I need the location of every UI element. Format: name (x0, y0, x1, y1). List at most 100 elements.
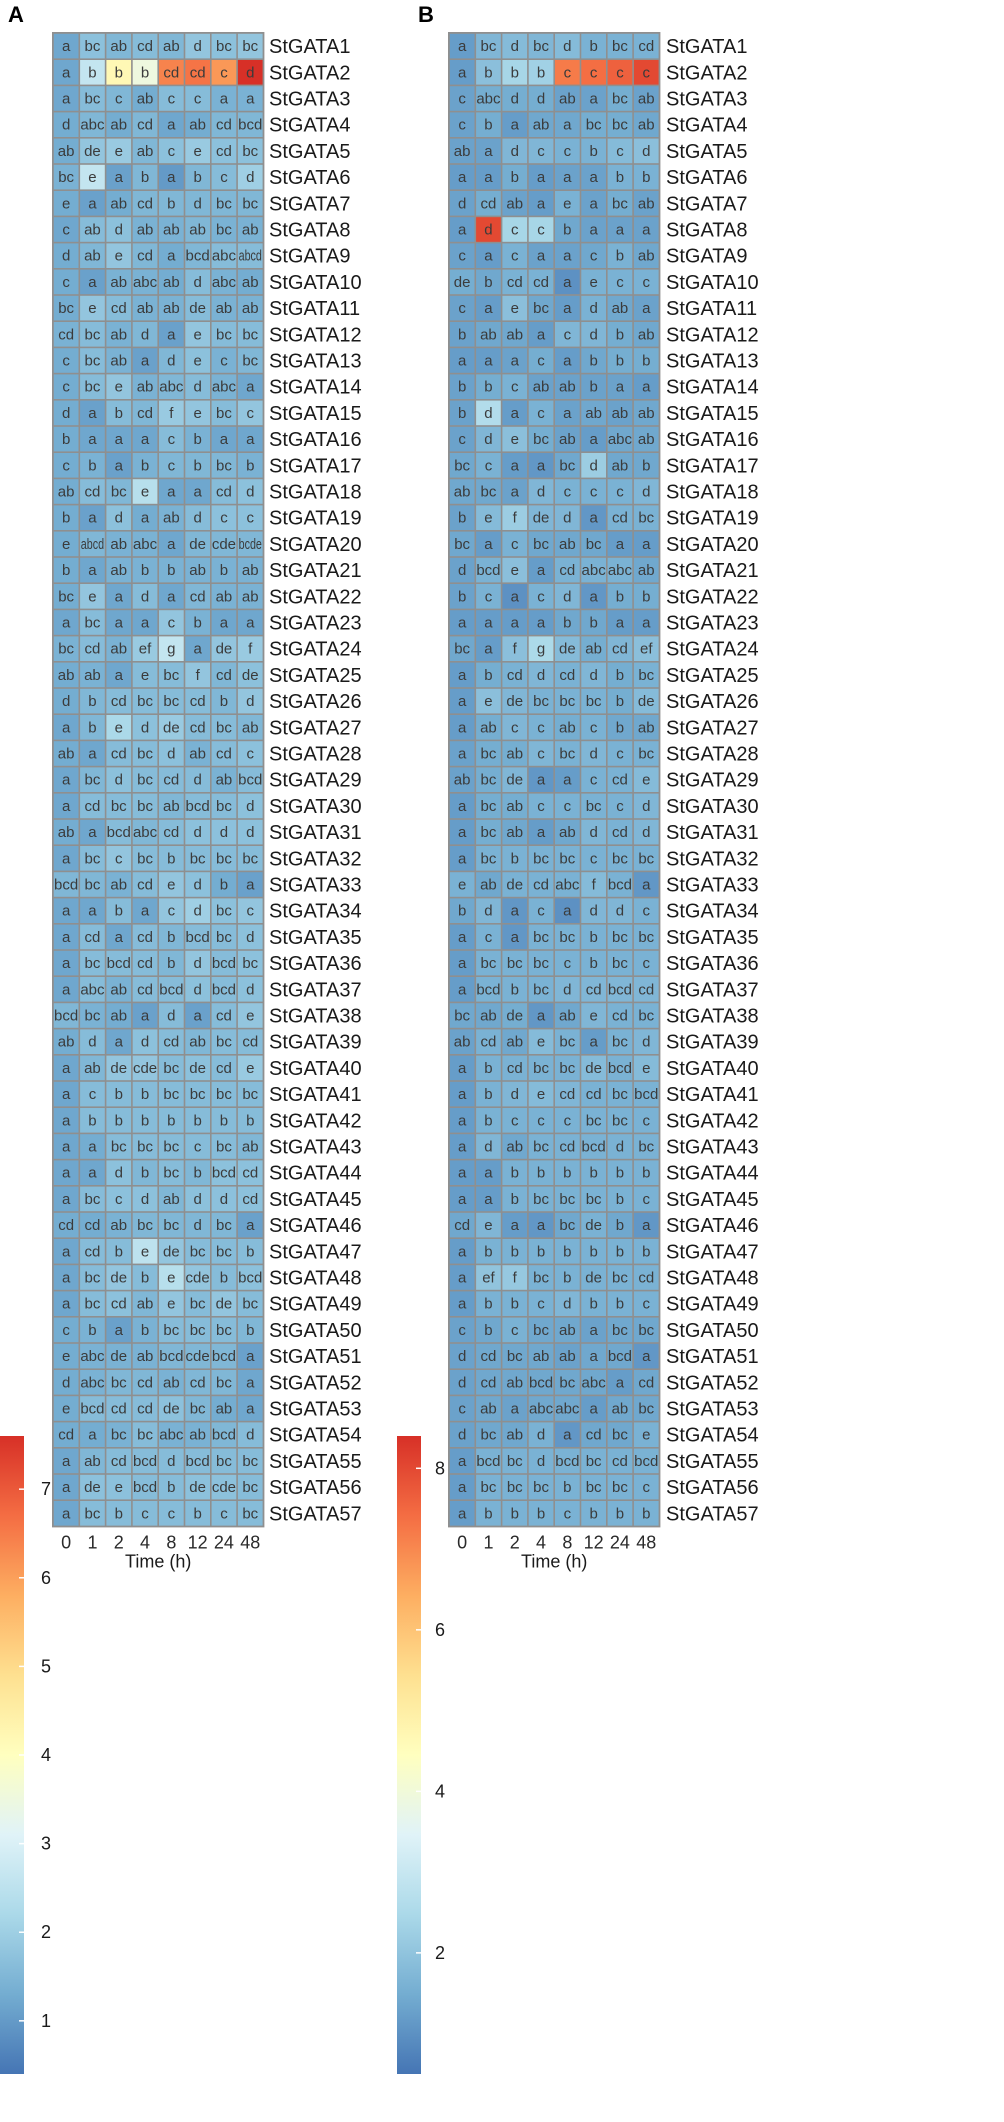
cell-significance-label: de (110, 1270, 127, 1287)
cell-significance-label: de (585, 1270, 602, 1287)
cell-significance-label: c (115, 850, 123, 867)
heatmap-cell (237, 1055, 263, 1081)
heatmap-cell (53, 1003, 79, 1028)
x-tick-label: 48 (240, 1532, 260, 1552)
cell-significance-label: b (563, 1243, 571, 1260)
heatmap-cell (211, 269, 237, 295)
cell-significance-label: c (168, 143, 176, 160)
cell-significance-label: cd (137, 1374, 153, 1391)
heatmap-cell (211, 1422, 237, 1447)
heatmap-cell (185, 322, 210, 347)
cell-significance-label: d (589, 667, 597, 684)
heatmap-cell (132, 1370, 158, 1395)
cell-significance-label: a (537, 248, 546, 265)
heatmap-cell (159, 217, 184, 242)
heatmap-cell (132, 1186, 158, 1212)
heatmap-cell (449, 112, 475, 137)
gene-row-label: StGATA35 (666, 927, 759, 949)
cell-significance-label: abc (582, 562, 607, 579)
heatmap-cell (476, 243, 501, 268)
cell-significance-label: bc (58, 300, 74, 317)
heatmap-cell (106, 1317, 132, 1343)
heatmap-cell (555, 295, 580, 321)
x-tick-label: 4 (536, 1532, 546, 1552)
cell-significance-label: a (458, 1139, 467, 1156)
heatmap-cell (237, 819, 263, 845)
heatmap-cell (132, 60, 158, 85)
heatmap-cell (607, 348, 633, 373)
cell-significance-label: de (84, 143, 101, 160)
cell-significance-label: c (511, 222, 519, 239)
heatmap-cell (528, 426, 554, 452)
cell-significance-label: e (62, 1401, 70, 1418)
cell-significance-label: d (193, 379, 201, 396)
cell-significance-label: cd (242, 1165, 258, 1182)
heatmap-cell (80, 348, 105, 373)
cell-significance-label: b (484, 117, 492, 134)
heatmap-cell (476, 191, 501, 216)
heatmap-cell (211, 1317, 237, 1343)
cell-significance-label: de (110, 1348, 127, 1365)
cell-significance-label: de (163, 719, 180, 736)
heatmap-cell (53, 1448, 79, 1474)
cell-significance-label: bc (58, 169, 74, 186)
heatmap-cell (159, 1317, 184, 1343)
cell-significance-label: cd (586, 1427, 602, 1444)
heatmap-cell (211, 217, 237, 242)
heatmap-cell (211, 295, 237, 321)
heatmap-cell (555, 191, 580, 216)
heatmap-cell (633, 191, 659, 216)
heatmap-cell (211, 322, 237, 347)
cell-significance-label: bc (85, 1008, 101, 1025)
cell-significance-label: bc (533, 300, 549, 317)
heatmap-cell (581, 86, 606, 111)
heatmap-cell (502, 217, 528, 242)
cell-significance-label: bcd (107, 824, 131, 841)
cell-significance-label: bcd (54, 877, 78, 894)
cell-significance-label: bc (559, 850, 575, 867)
heatmap-cell (185, 1291, 210, 1316)
cell-significance-label: cd (533, 274, 549, 291)
cell-significance-label: ab (454, 484, 471, 501)
cell-significance-label: b (642, 169, 650, 186)
heatmap-cell (607, 112, 633, 137)
cell-significance-label: e (193, 326, 201, 343)
cell-significance-label: ab (137, 379, 154, 396)
cell-significance-label: ab (559, 536, 576, 553)
cell-significance-label: bc (612, 1034, 628, 1051)
heatmap-cell (185, 400, 210, 426)
cell-significance-label: a (563, 117, 572, 134)
heatmap-cell (237, 1029, 263, 1054)
cell-significance-label: b (484, 379, 492, 396)
cell-significance-label: ab (84, 667, 101, 684)
cell-significance-label: a (642, 300, 651, 317)
heatmap-cell (211, 138, 237, 164)
cell-significance-label: abc (80, 981, 105, 998)
heatmap-cell (633, 400, 659, 426)
cell-significance-label: d (167, 1453, 175, 1470)
cell-significance-label: d (141, 588, 149, 605)
gene-row-label: StGATA6 (269, 167, 351, 189)
heatmap-cell (449, 400, 475, 426)
cell-significance-label: ab (163, 300, 180, 317)
cell-significance-label: a (246, 379, 255, 396)
cell-significance-label: a (458, 1479, 467, 1496)
cell-significance-label: bc (559, 693, 575, 710)
heatmap-cell (211, 531, 237, 557)
cell-significance-label: bcd (212, 1348, 236, 1365)
cell-significance-label: a (115, 431, 124, 448)
cell-significance-label: a (115, 1034, 124, 1051)
cell-significance-label: c (616, 484, 624, 501)
heatmap-cell (106, 33, 132, 59)
cell-significance-label: a (511, 484, 520, 501)
heatmap-cell (633, 374, 659, 399)
heatmap-cell (502, 33, 528, 59)
cell-significance-label: bc (638, 667, 654, 684)
heatmap-cell (106, 741, 132, 766)
heatmap-cell (80, 322, 105, 347)
cell-significance-label: abc (159, 379, 184, 396)
cell-significance-label: bcd (212, 1165, 236, 1182)
cell-significance-label: b (616, 719, 624, 736)
cell-significance-label: bc (612, 850, 628, 867)
cell-significance-label: cd (111, 1296, 127, 1313)
